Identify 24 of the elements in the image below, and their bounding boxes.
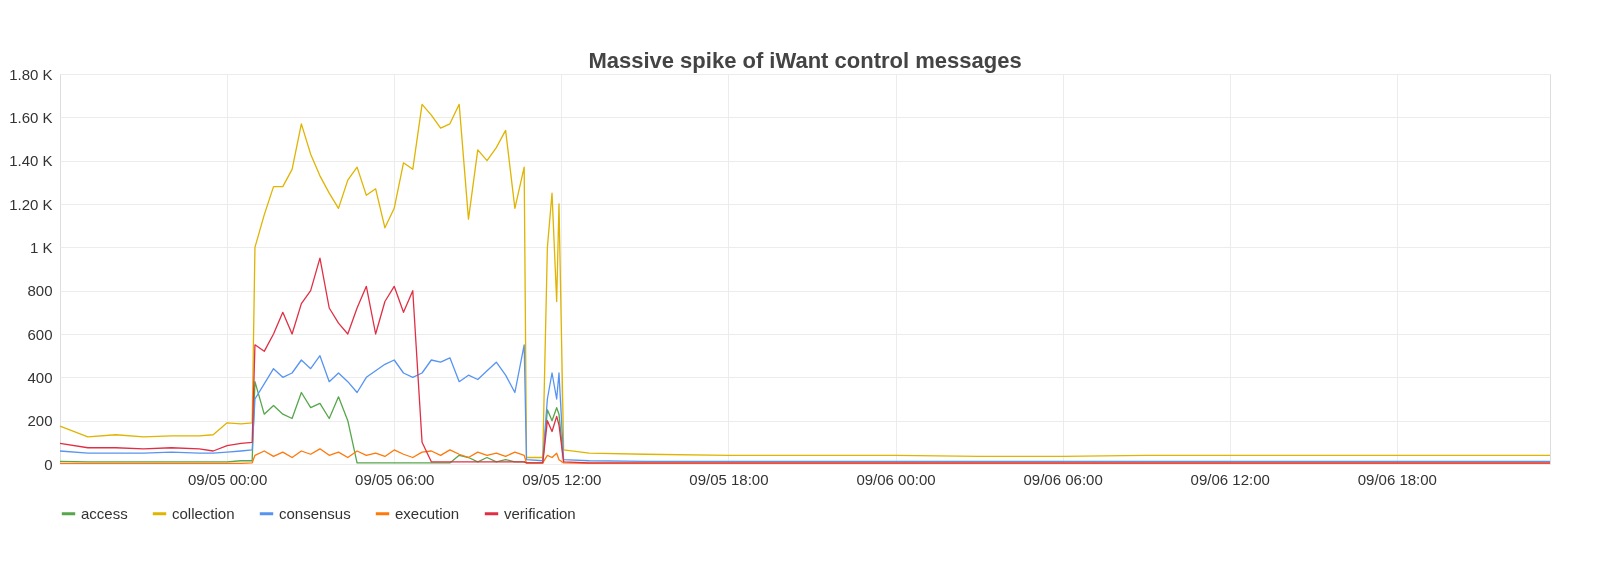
y-tick-label: 0 xyxy=(44,455,53,473)
legend-label: access xyxy=(81,504,128,522)
y-tick-label: 400 xyxy=(27,368,53,386)
y-tick-label: 1 K xyxy=(29,238,53,256)
x-tick-label: 09/05 06:00 xyxy=(355,470,435,488)
y-tick-label: 1.40 K xyxy=(9,152,53,170)
x-tick-label: 09/06 18:00 xyxy=(1357,470,1437,488)
x-tick-label: 09/06 12:00 xyxy=(1190,470,1270,488)
x-tick-label: 09/05 00:00 xyxy=(187,470,268,488)
y-tick-label: 1.80 K xyxy=(9,65,53,83)
y-tick-label: 800 xyxy=(27,282,53,300)
legend-label: execution xyxy=(395,504,460,522)
chart-title: Massive spike of iWant control messages xyxy=(588,48,1022,73)
legend-label: verification xyxy=(504,504,576,522)
y-tick-label: 600 xyxy=(27,325,53,343)
x-tick-label: 09/06 06:00 xyxy=(1023,470,1103,488)
x-tick-label: 09/05 12:00 xyxy=(522,470,602,488)
x-tick-label: 09/06 00:00 xyxy=(856,470,936,488)
y-tick-label: 200 xyxy=(27,412,53,430)
y-tick-label: 1.20 K xyxy=(9,195,53,213)
legend-label: consensus xyxy=(279,504,351,522)
y-tick-label: 1.60 K xyxy=(9,108,53,126)
legend-label: collection xyxy=(172,504,235,522)
x-tick-label: 09/05 18:00 xyxy=(689,470,769,488)
